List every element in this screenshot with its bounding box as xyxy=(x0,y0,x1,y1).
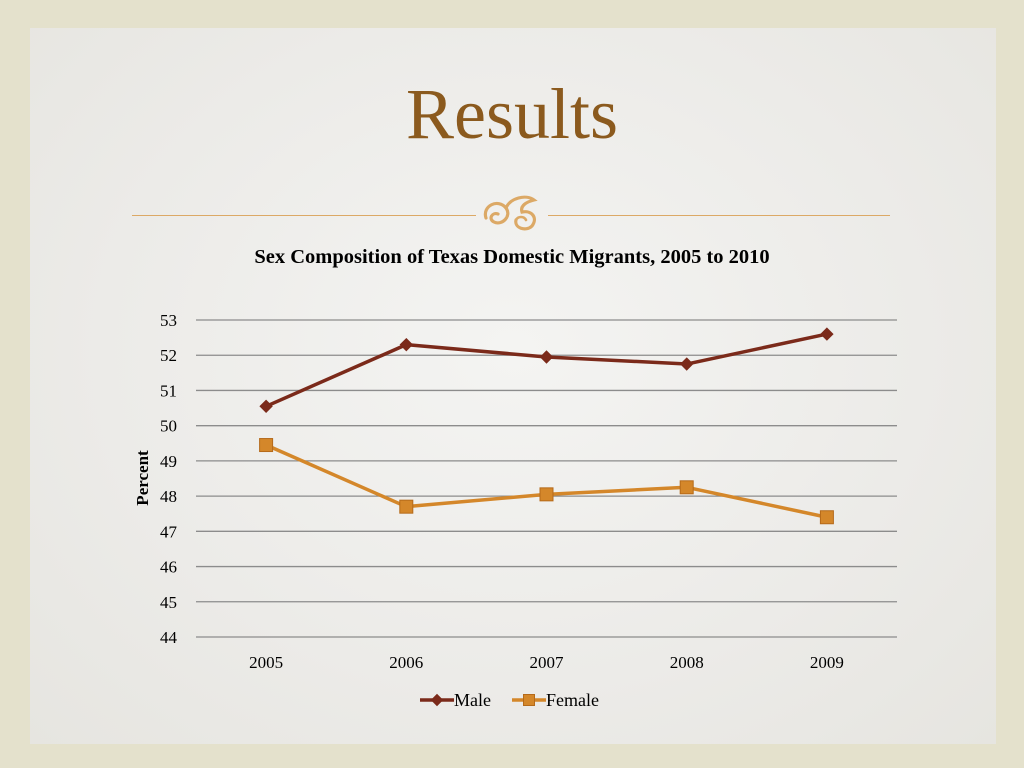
swirl-ornament-icon xyxy=(483,195,538,231)
slide-panel xyxy=(30,28,996,744)
series-line xyxy=(265,443,828,519)
x-tick-label: 2009 xyxy=(810,653,844,672)
square-marker xyxy=(539,487,554,502)
y-tick-label: 46 xyxy=(160,558,177,577)
legend-item-male: Male xyxy=(420,690,491,710)
y-tick-label: 44 xyxy=(160,628,178,647)
y-tick-label: 45 xyxy=(160,593,177,612)
y-tick-labels: 44 45 46 47 48 49 50 51 52 53 xyxy=(160,311,178,647)
square-marker xyxy=(819,510,834,525)
y-tick-label: 53 xyxy=(160,311,177,330)
diamond-marker xyxy=(820,327,834,341)
square-marker xyxy=(259,438,274,453)
diamond-marker xyxy=(679,357,694,371)
y-tick-label: 50 xyxy=(160,417,177,436)
square-marker xyxy=(679,480,694,495)
slide-title: Results xyxy=(405,74,619,154)
y-tick-label: 51 xyxy=(160,381,177,400)
y-tick-label: 49 xyxy=(160,452,177,471)
chart-title: Sex Composition of Texas Domestic Migran… xyxy=(254,246,770,268)
legend: Male Female xyxy=(420,690,599,710)
title-divider-left xyxy=(132,215,476,216)
diamond-marker xyxy=(430,693,444,707)
legend-item-female: Female xyxy=(512,690,599,710)
x-tick-labels: 2005 2006 2007 2008 2009 xyxy=(249,653,844,672)
series-line xyxy=(265,332,828,408)
x-tick-label: 2006 xyxy=(389,653,423,672)
x-tick-label: 2008 xyxy=(670,653,704,672)
gridlines xyxy=(196,319,897,638)
y-tick-label: 52 xyxy=(160,346,177,365)
x-tick-label: 2007 xyxy=(530,653,565,672)
legend-label: Male xyxy=(454,690,491,710)
title-divider-right xyxy=(548,215,890,216)
square-marker xyxy=(523,694,535,706)
diamond-marker xyxy=(259,399,273,414)
series-female xyxy=(259,438,834,525)
legend-label: Female xyxy=(546,690,599,710)
square-marker xyxy=(399,499,414,514)
diamond-marker xyxy=(399,337,414,352)
series-male xyxy=(259,327,834,414)
y-tick-label: 47 xyxy=(160,522,178,541)
diamond-marker xyxy=(539,350,554,364)
series xyxy=(259,327,834,525)
y-tick-label: 48 xyxy=(160,487,177,506)
x-tick-label: 2005 xyxy=(249,653,283,672)
y-axis-title: Percent xyxy=(133,450,152,506)
